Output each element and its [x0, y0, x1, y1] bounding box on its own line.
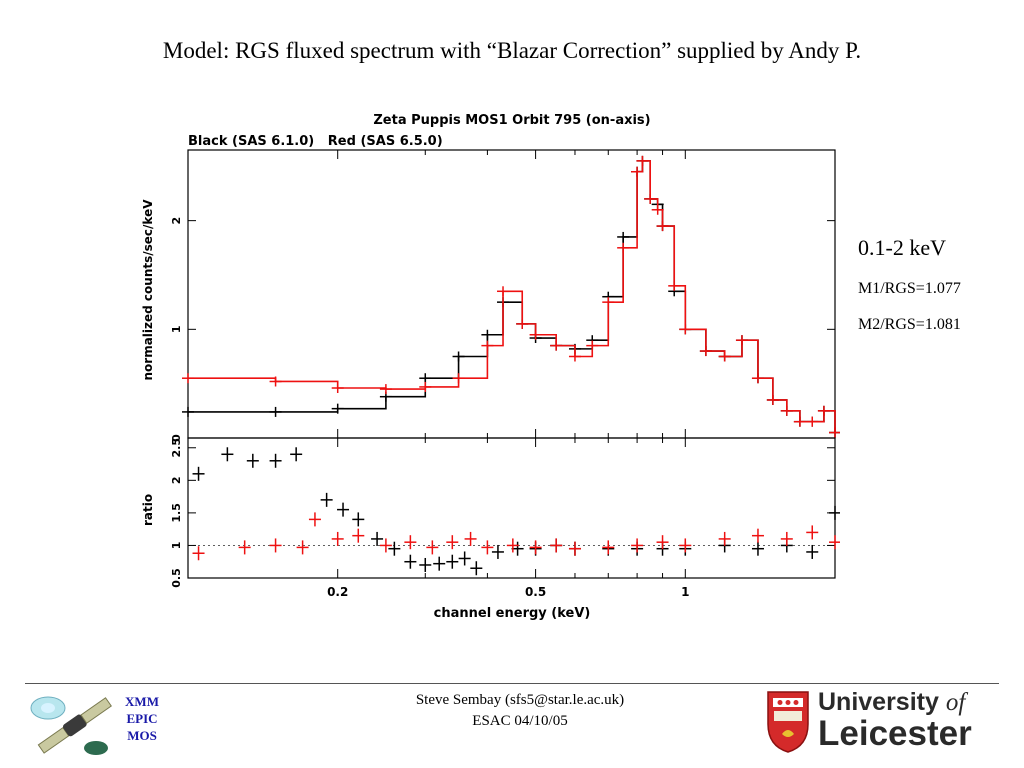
- university-crest-icon: [767, 691, 809, 753]
- chart-subtitle: Black (SAS 6.1.0) Red (SAS 6.5.0): [188, 134, 443, 149]
- footer-divider: [25, 683, 999, 684]
- mission-line-epic: EPIC: [126, 711, 158, 726]
- top-series-1-line: [188, 160, 836, 433]
- top-ylabel: normalized counts/sec/keV: [141, 199, 155, 381]
- bottom-ytick-label: 1.5: [170, 503, 183, 523]
- top-ytick-label: 2: [170, 217, 183, 225]
- top-ytick-label: 1: [170, 325, 183, 333]
- bottom-ylabel: ratio: [141, 494, 155, 526]
- m2-rgs-ratio: M2/RGS=1.081: [858, 316, 961, 333]
- university-name-line2: Leicester: [818, 714, 972, 753]
- x-tick-label: 0.2: [327, 585, 348, 599]
- energy-range-label: 0.1-2 keV: [858, 235, 946, 260]
- bottom-ytick-label: 2: [170, 476, 183, 484]
- chart-title: Zeta Puppis MOS1 Orbit 795 (on-axis): [373, 113, 650, 128]
- mission-label: XMM EPIC MOS: [112, 693, 172, 744]
- m1-rgs-ratio: M1/RGS=1.077: [858, 280, 961, 297]
- top-panel-frame: [187, 149, 836, 439]
- top-series-0-line: [188, 160, 836, 433]
- author-line: Steve Sembay (sfs5@star.le.ac.uk): [415, 692, 625, 708]
- bottom-ytick-label: 1: [170, 542, 183, 550]
- bottom-panel-frame: [187, 437, 836, 579]
- venue-date-line: ESAC 04/10/05: [472, 713, 568, 729]
- slide-title: Model: RGS fluxed spectrum with “Blazar …: [162, 38, 862, 63]
- spectrum-plot: Zeta Puppis MOS1 Orbit 795 (on-axis) Bla…: [141, 113, 840, 621]
- top-ytick-label: 0: [170, 434, 183, 442]
- bottom-ytick-label: 2.5: [170, 438, 183, 458]
- x-tick-label: 1: [681, 585, 689, 599]
- university-logo: University of Leicester: [764, 688, 1000, 754]
- footer-credits: Steve Sembay (sfs5@star.le.ac.uk) ESAC 0…: [340, 690, 700, 732]
- bottom-ytick-label: 0.5: [170, 568, 183, 588]
- x-axis-label: channel energy (keV): [434, 606, 591, 621]
- mission-line-xmm: XMM: [125, 694, 159, 709]
- satellite-logo: [30, 696, 112, 755]
- university-name-line1: University of: [818, 688, 966, 716]
- mission-line-mos: MOS: [127, 728, 157, 743]
- x-tick-label: 0.5: [525, 585, 546, 599]
- plot-layer: 0 1 2 0.5 1 1.5 2 2.5 0.2 0.5 1: [170, 149, 840, 599]
